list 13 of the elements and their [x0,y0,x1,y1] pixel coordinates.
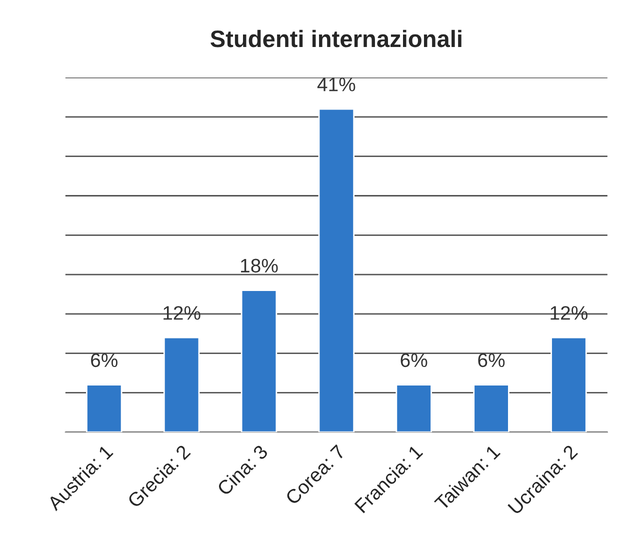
bar [240,290,278,432]
bar [86,384,122,432]
bar [318,108,355,432]
data-label: 41% [317,78,356,92]
data-label: 6% [400,353,428,368]
chart-title: Studenti internazionali [210,30,462,48]
bar [473,384,510,432]
bar [396,384,432,432]
data-label: 6% [91,353,118,368]
data-label: 6% [478,353,505,368]
data-label: 18% [241,258,278,273]
bar [550,336,587,432]
bar [163,336,200,432]
